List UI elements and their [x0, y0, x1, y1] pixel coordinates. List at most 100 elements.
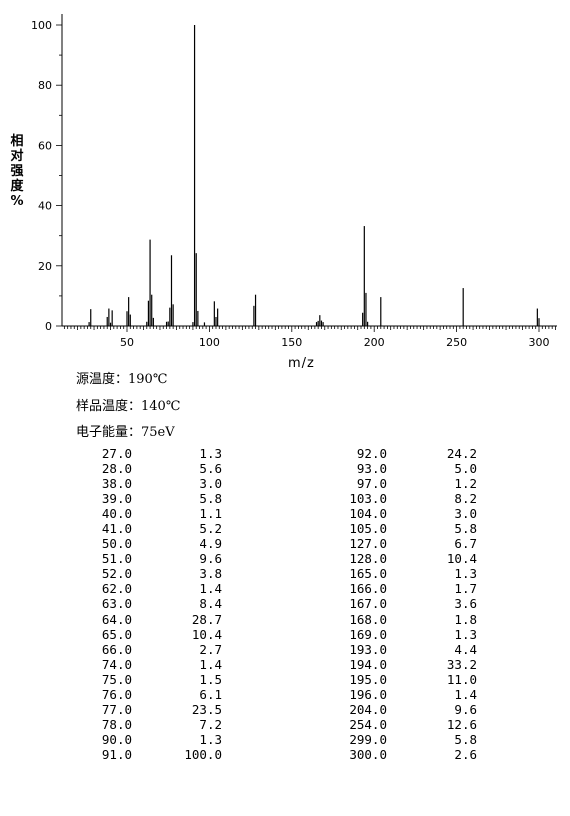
y-tick-label: 100 — [31, 19, 52, 32]
intensity-cell: 10.4 — [191, 626, 222, 642]
mz-cell: 64.0 — [101, 611, 132, 627]
y-axis-label-char: % — [10, 194, 24, 209]
intensity-cell: 5.2 — [199, 521, 222, 537]
mz-cell: 165.0 — [349, 566, 387, 582]
intensity-cell: 2.7 — [199, 641, 222, 657]
table-row: 28.0 5.6 93.0 5.0 — [80, 461, 500, 476]
table-row: 27.0 1.3 92.0 24.2 — [80, 446, 500, 461]
intensity-cell: 5.0 — [454, 461, 477, 477]
mz-cell: 97.0 — [356, 476, 387, 492]
intensity-cell: 5.6 — [199, 461, 222, 477]
table-row: 63.0 8.4 167.0 3.6 — [80, 596, 500, 611]
intensity-cell: 1.1 — [199, 506, 222, 522]
mz-cell: 196.0 — [349, 686, 387, 702]
y-tick-label: 40 — [38, 200, 52, 213]
x-tick-label: 300 — [529, 336, 550, 349]
intensity-cell: 9.6 — [454, 701, 477, 717]
mz-cell: 91.0 — [101, 746, 132, 762]
x-tick-label: 250 — [446, 336, 467, 349]
intensity-cell: 1.4 — [454, 686, 477, 702]
mz-cell: 75.0 — [101, 671, 132, 687]
mz-cell: 168.0 — [349, 611, 387, 627]
intensity-cell: 100.0 — [184, 746, 222, 762]
mz-cell: 93.0 — [356, 461, 387, 477]
intensity-cell: 33.2 — [446, 656, 477, 672]
mz-cell: 194.0 — [349, 656, 387, 672]
intensity-cell: 1.4 — [199, 656, 222, 672]
intensity-cell: 4.4 — [454, 641, 477, 657]
mz-cell: 41.0 — [101, 521, 132, 537]
mz-cell: 52.0 — [101, 566, 132, 582]
intensity-cell: 24.2 — [446, 446, 477, 461]
mz-cell: 166.0 — [349, 581, 387, 597]
intensity-cell: 1.7 — [454, 581, 477, 597]
intensity-cell: 10.4 — [446, 551, 477, 567]
intensity-cell: 23.5 — [191, 701, 222, 717]
mz-cell: 38.0 — [101, 476, 132, 492]
table-row: 65.0 10.4 169.0 1.3 — [80, 627, 500, 642]
table-row: 75.0 1.5 195.0 11.0 — [80, 672, 500, 687]
mz-cell: 50.0 — [101, 536, 132, 552]
y-axis-label-char: 度 — [10, 179, 24, 194]
intensity-cell: 28.7 — [191, 611, 222, 627]
table-row: 66.0 2.7 193.0 4.4 — [80, 642, 500, 657]
y-axis-ticks: 0 20 40 60 80 100 — [31, 19, 62, 333]
mz-cell: 299.0 — [349, 731, 387, 747]
mz-cell: 63.0 — [101, 596, 132, 612]
y-axis-label: 相 对 强 度 % — [8, 134, 26, 209]
table-row: 52.0 3.8 165.0 1.3 — [80, 566, 500, 581]
intensity-cell: 1.3 — [454, 626, 477, 642]
intensity-cell: 2.6 — [454, 746, 477, 762]
intensity-cell: 3.0 — [199, 476, 222, 492]
y-axis-label-char: 对 — [10, 149, 24, 164]
intensity-cell: 3.0 — [454, 506, 477, 522]
peak-table: 27.0 1.3 92.0 24.2 28.0 5.6 93.0 5.0 38.0 3.0 97.0… — [80, 446, 500, 762]
intensity-cell: 3.6 — [454, 596, 477, 612]
intensity-cell: 8.2 — [454, 491, 477, 507]
y-tick-label: 0 — [45, 320, 52, 333]
mz-cell: 127.0 — [349, 536, 387, 552]
table-row: 41.0 5.2 105.0 5.8 — [80, 521, 500, 536]
y-tick-label: 20 — [38, 260, 52, 273]
intensity-cell: 7.2 — [199, 716, 222, 732]
intensity-cell: 6.7 — [454, 536, 477, 552]
intensity-cell: 1.3 — [199, 731, 222, 747]
mz-cell: 195.0 — [349, 671, 387, 687]
mz-cell: 204.0 — [349, 701, 387, 717]
y-axis-label-char: 强 — [10, 164, 24, 179]
mz-cell: 92.0 — [356, 446, 387, 461]
mz-cell: 78.0 — [101, 716, 132, 732]
chart-axes — [61, 14, 557, 327]
table-row: 50.0 4.9 127.0 6.7 — [80, 536, 500, 551]
mz-cell: 167.0 — [349, 596, 387, 612]
x-tick-label: 200 — [364, 336, 385, 349]
mass-spectrum-chart: 0 20 40 60 80 100 50 100 150 200 250 300 — [31, 14, 557, 349]
intensity-cell: 6.1 — [199, 686, 222, 702]
table-row: 62.0 1.4 166.0 1.7 — [80, 581, 500, 596]
mz-cell: 105.0 — [349, 521, 387, 537]
mz-cell: 65.0 — [101, 626, 132, 642]
intensity-cell: 4.9 — [199, 536, 222, 552]
mz-cell: 169.0 — [349, 626, 387, 642]
table-row: 64.0 28.7 168.0 1.8 — [80, 612, 500, 627]
mz-cell: 77.0 — [101, 701, 132, 717]
x-tick-label: 100 — [199, 336, 220, 349]
intensity-cell: 1.3 — [454, 566, 477, 582]
mz-cell: 76.0 — [101, 686, 132, 702]
electron-energy: 电子能量：75eV — [76, 425, 175, 440]
table-row: 77.0 23.5 204.0 9.6 — [80, 702, 500, 717]
intensity-cell: 1.5 — [199, 671, 222, 687]
intensity-cell: 1.3 — [199, 446, 222, 461]
table-row: 38.0 3.0 97.0 1.2 — [80, 476, 500, 491]
table-row: 90.0 1.3 299.0 5.8 — [80, 732, 500, 747]
source-temperature: 源温度：190℃ — [76, 372, 168, 387]
table-row: 51.0 9.6 128.0 10.4 — [80, 551, 500, 566]
mz-cell: 40.0 — [101, 506, 132, 522]
mz-cell: 254.0 — [349, 716, 387, 732]
mz-cell: 27.0 — [101, 446, 132, 461]
peak-bars — [88, 25, 540, 326]
intensity-cell: 9.6 — [199, 551, 222, 567]
intensity-cell: 12.6 — [446, 716, 477, 732]
intensity-cell: 1.4 — [199, 581, 222, 597]
mz-cell: 39.0 — [101, 491, 132, 507]
